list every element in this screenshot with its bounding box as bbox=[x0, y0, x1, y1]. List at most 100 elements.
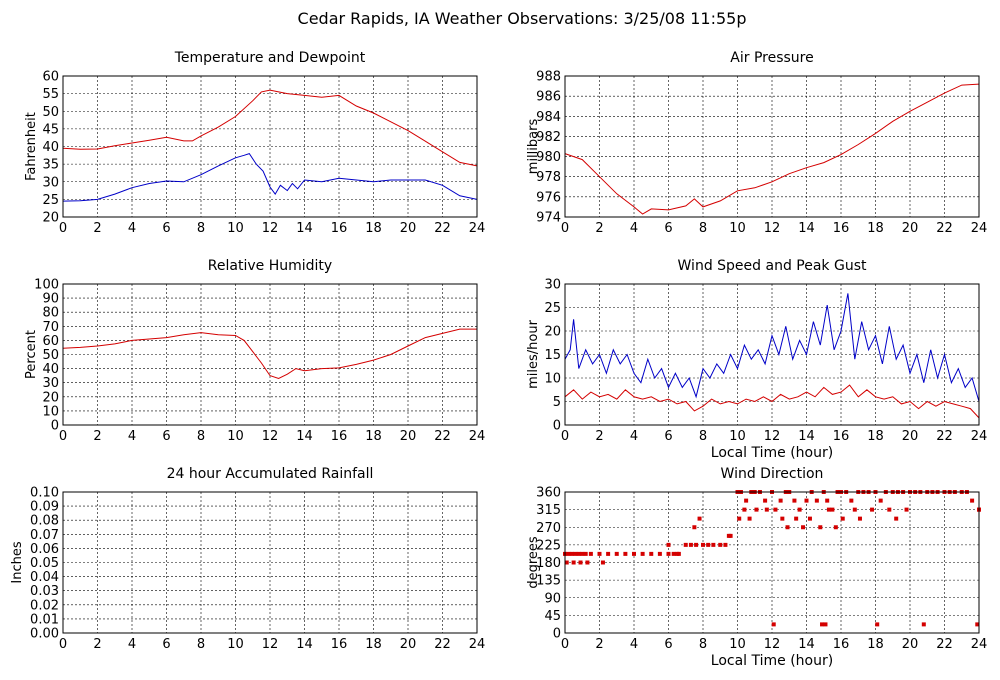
y-axis-label: miles/hour bbox=[526, 319, 541, 388]
y-tick-label: 986 bbox=[536, 90, 561, 105]
y-tick-label: 15 bbox=[544, 348, 561, 363]
data-point bbox=[718, 542, 723, 547]
x-tick-label: 16 bbox=[833, 637, 850, 652]
x-tick-label: 24 bbox=[469, 429, 486, 444]
y-tick-label: 70 bbox=[42, 320, 59, 335]
data-point bbox=[975, 622, 980, 627]
x-tick-label: 0 bbox=[59, 221, 67, 236]
data-point bbox=[833, 525, 838, 530]
data-point bbox=[797, 507, 802, 512]
x-tick-label: 20 bbox=[400, 637, 417, 652]
data-point bbox=[597, 551, 602, 556]
data-point bbox=[606, 551, 611, 556]
x-tick-label: 8 bbox=[699, 429, 707, 444]
data-point bbox=[692, 525, 697, 530]
plot-frame bbox=[564, 75, 980, 218]
y-tick-label: 978 bbox=[536, 170, 561, 185]
data-point bbox=[583, 551, 588, 556]
x-tick-label: 6 bbox=[664, 221, 672, 236]
y-tick-label: 270 bbox=[536, 521, 561, 536]
data-point bbox=[666, 542, 671, 547]
x-tick-label: 6 bbox=[162, 221, 170, 236]
y-tick-label: 0.04 bbox=[30, 570, 59, 585]
x-tick-label: 18 bbox=[867, 221, 884, 236]
x-tick-label: 18 bbox=[365, 429, 382, 444]
data-point bbox=[894, 516, 899, 521]
y-tick-label: 976 bbox=[536, 190, 561, 205]
series-line-red bbox=[564, 384, 980, 419]
data-point bbox=[576, 551, 581, 556]
x-tick-label: 24 bbox=[971, 221, 988, 236]
data-point bbox=[921, 622, 926, 627]
x-tick-label: 8 bbox=[699, 637, 707, 652]
y-tick-label: 20 bbox=[42, 390, 59, 405]
data-point bbox=[632, 551, 636, 556]
x-tick-label: 12 bbox=[262, 637, 279, 652]
data-point bbox=[688, 542, 693, 547]
x-axis-label: Local Time (hour) bbox=[711, 445, 833, 461]
x-tick-label: 12 bbox=[764, 221, 781, 236]
x-tick-label: 24 bbox=[469, 637, 486, 652]
x-tick-label: 2 bbox=[93, 637, 101, 652]
y-axis-label: Fahrenheit bbox=[24, 112, 39, 181]
y-tick-label: 0.07 bbox=[30, 528, 59, 543]
y-tick-label: 180 bbox=[536, 556, 561, 571]
data-point bbox=[830, 507, 835, 512]
data-point bbox=[580, 551, 585, 556]
x-tick-label: 8 bbox=[197, 637, 205, 652]
data-point bbox=[694, 542, 699, 547]
data-point bbox=[818, 525, 823, 530]
x-tick-label: 0 bbox=[59, 429, 67, 444]
x-tick-label: 18 bbox=[867, 429, 884, 444]
x-tick-label: 0 bbox=[561, 429, 569, 444]
data-point bbox=[623, 551, 628, 556]
data-point bbox=[697, 516, 702, 521]
y-tick-label: 360 bbox=[536, 486, 561, 501]
data-point bbox=[573, 551, 578, 556]
y-tick-label: 0 bbox=[553, 419, 561, 434]
x-tick-label: 2 bbox=[595, 429, 603, 444]
plot-frame bbox=[62, 283, 478, 426]
y-tick-label: 80 bbox=[42, 306, 59, 321]
plot-frame bbox=[62, 491, 478, 634]
data-point bbox=[666, 551, 671, 556]
data-point bbox=[566, 551, 571, 556]
x-tick-label: 2 bbox=[595, 637, 603, 652]
y-tick-label: 980 bbox=[536, 150, 561, 165]
x-tick-label: 16 bbox=[331, 637, 348, 652]
x-tick-label: 16 bbox=[331, 429, 348, 444]
data-point bbox=[826, 507, 831, 512]
data-point bbox=[726, 533, 731, 538]
data-point bbox=[825, 498, 830, 503]
x-tick-label: 4 bbox=[630, 429, 638, 444]
y-tick-label: 60 bbox=[42, 334, 59, 349]
y-axis-label: Percent bbox=[24, 330, 39, 379]
x-tick-label: 8 bbox=[197, 221, 205, 236]
chart-title: Wind Direction bbox=[721, 466, 824, 482]
y-tick-label: 982 bbox=[536, 130, 561, 145]
y-tick-label: 25 bbox=[42, 193, 59, 208]
chart-title: Wind Speed and Peak Gust bbox=[678, 258, 867, 274]
y-tick-label: 0 bbox=[553, 627, 561, 642]
x-tick-label: 4 bbox=[128, 221, 136, 236]
x-tick-label: 16 bbox=[833, 429, 850, 444]
x-tick-label: 0 bbox=[561, 221, 569, 236]
data-point bbox=[571, 560, 576, 565]
y-tick-label: 10 bbox=[544, 372, 561, 387]
x-tick-label: 10 bbox=[729, 637, 746, 652]
y-tick-label: 0.09 bbox=[30, 500, 59, 515]
data-point bbox=[640, 551, 645, 556]
data-point bbox=[578, 560, 583, 565]
data-point bbox=[804, 498, 809, 503]
y-tick-label: 0.10 bbox=[30, 486, 59, 501]
x-tick-label: 20 bbox=[902, 637, 919, 652]
x-tick-label: 22 bbox=[434, 221, 451, 236]
x-tick-label: 12 bbox=[262, 429, 279, 444]
data-point bbox=[801, 525, 806, 530]
page-title: Cedar Rapids, IA Weather Observations: 3… bbox=[298, 9, 747, 28]
data-point bbox=[744, 498, 749, 503]
